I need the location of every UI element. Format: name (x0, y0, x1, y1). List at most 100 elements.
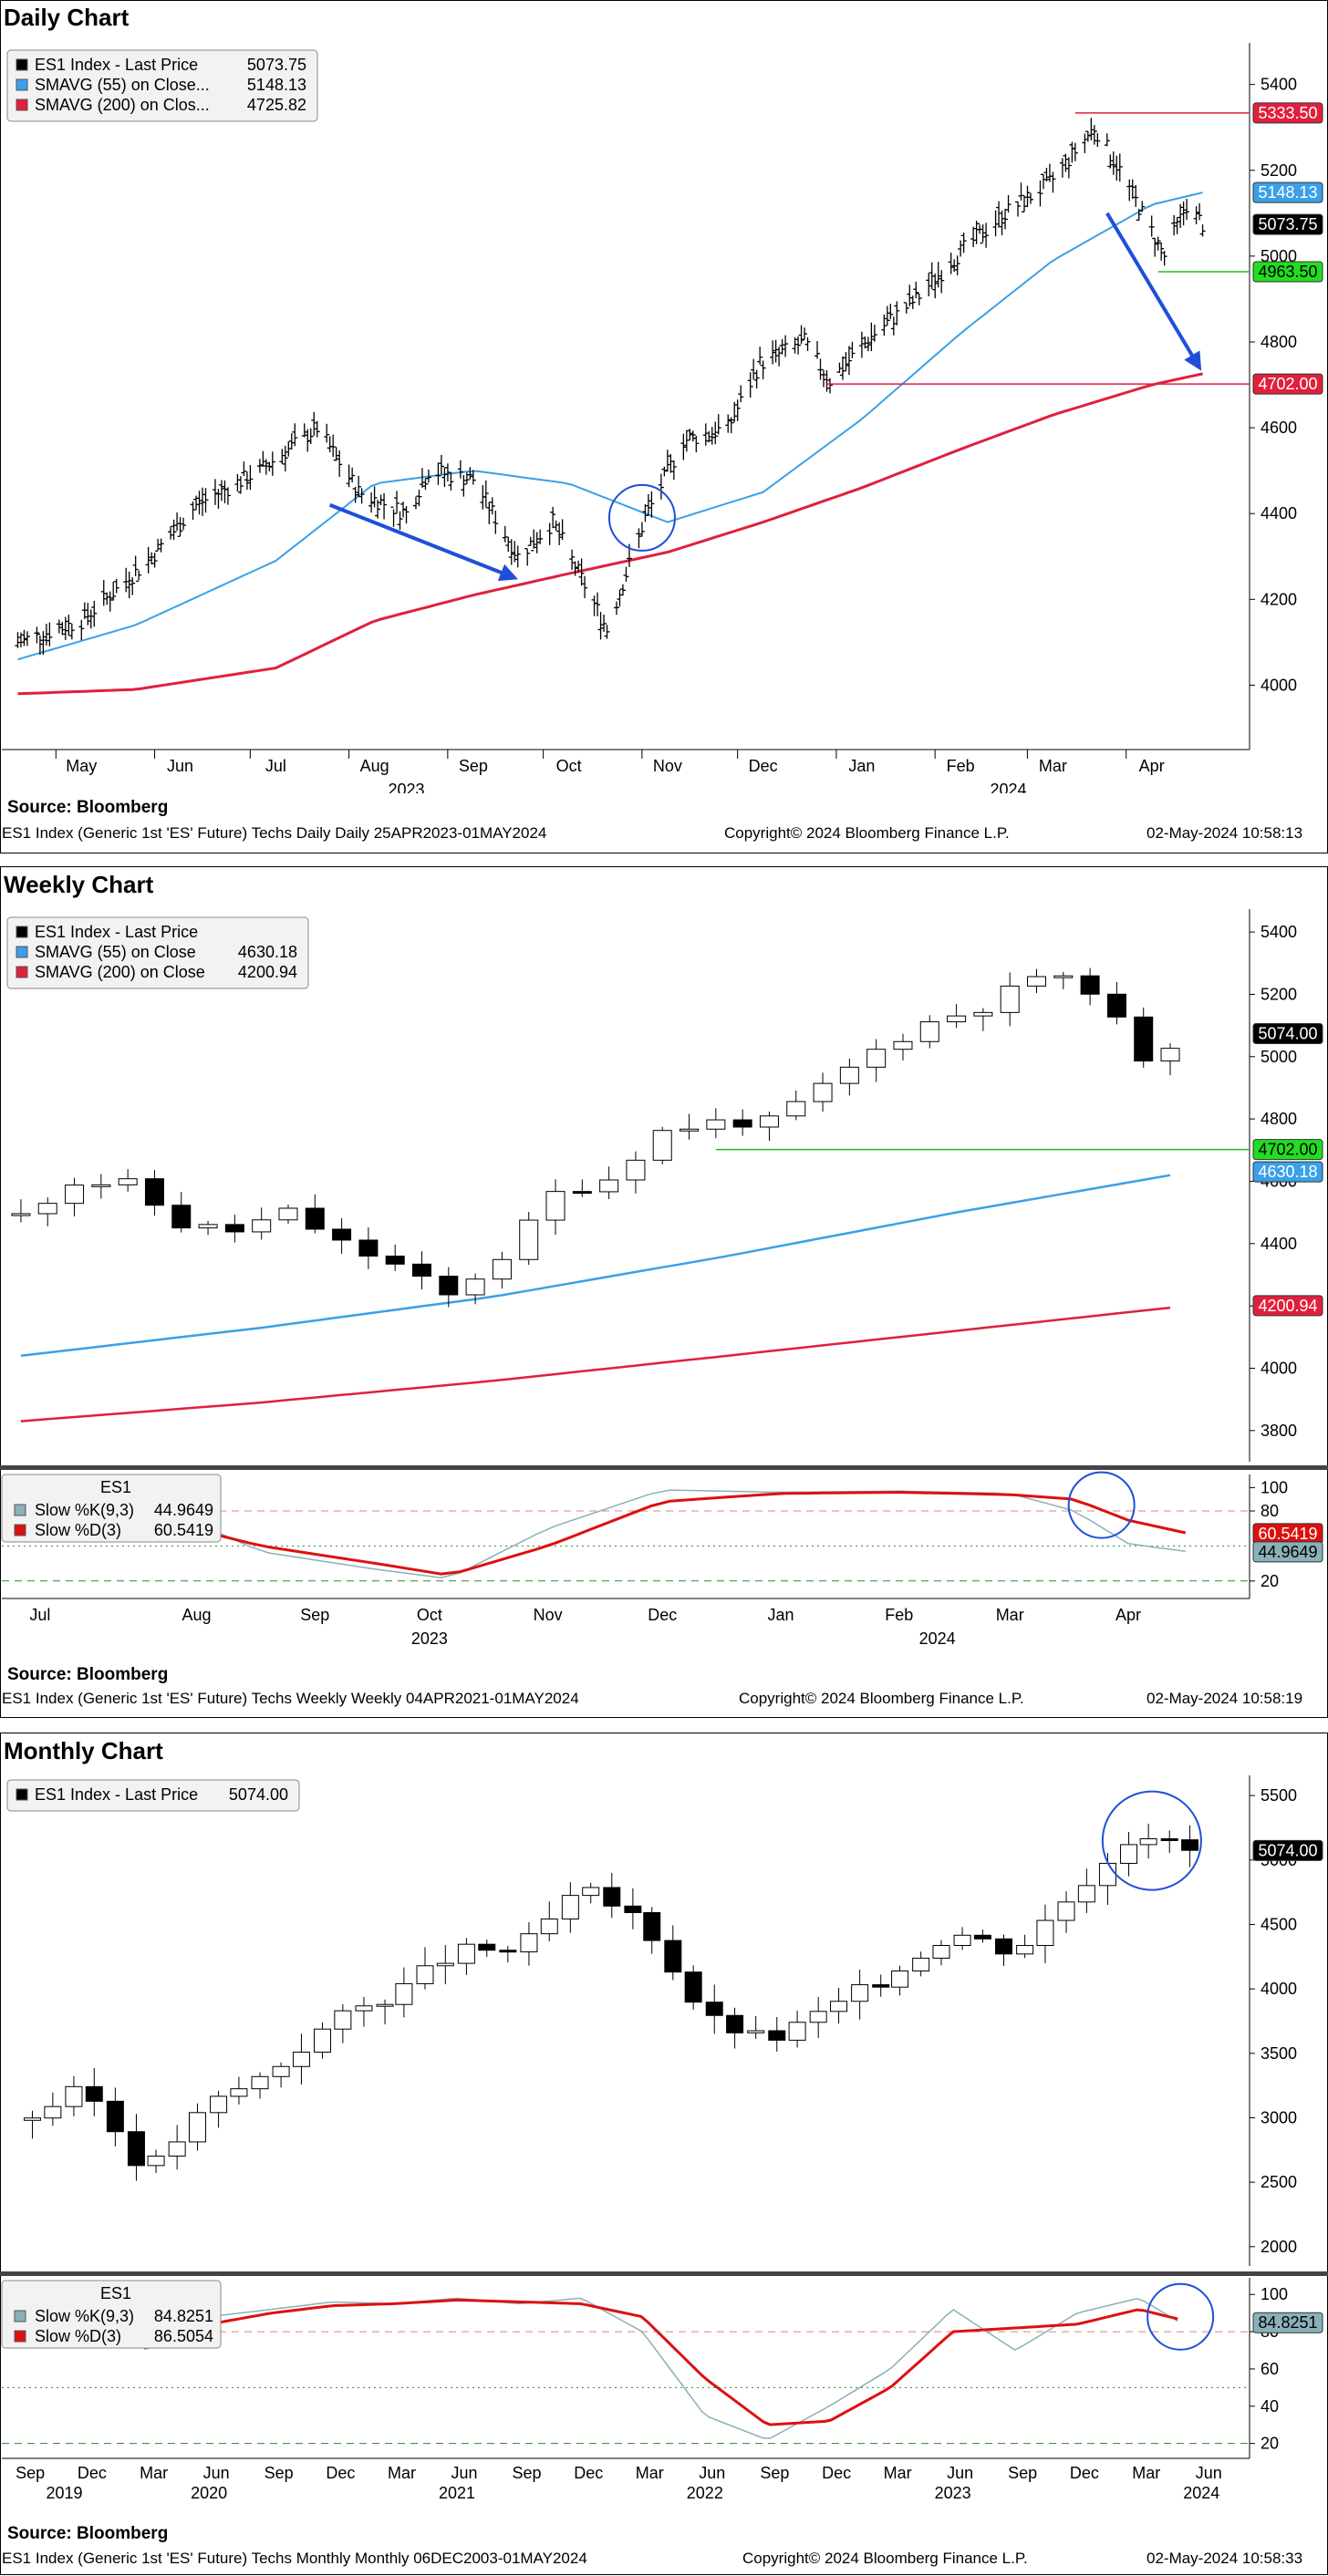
candle-body (1120, 1844, 1138, 1864)
y-tick-label: 5000 (1261, 1048, 1297, 1066)
source-label: Source: (7, 1665, 72, 1684)
legend-value: 86.5054 (154, 2327, 213, 2345)
x-month-label: Feb (885, 1606, 913, 1624)
candle-body (358, 1239, 379, 1257)
candle-body (788, 2022, 806, 2041)
footer-timestamp: 02-May-2024 10:58:13 (1146, 824, 1303, 842)
candle-body (1077, 1885, 1095, 1903)
x-month-label: Jan (848, 757, 875, 775)
x-month-label: Sep (459, 757, 488, 775)
annotation-arrow (328, 502, 518, 582)
x-month-label: Jun (203, 2464, 230, 2482)
candle-body (478, 1943, 496, 1951)
x-month-label: Sep (1008, 2464, 1037, 2482)
price-tag-label: 5073.75 (1258, 215, 1317, 233)
legend-label: ES1 Index - Last Price (35, 1785, 198, 1804)
price-tag (1252, 373, 1323, 395)
x-month-label: Jul (29, 1606, 50, 1624)
monthly-footer: ES1 Index (Generic 1st 'ES' Future) Tech… (2, 2550, 1324, 2568)
source-label: Source: (7, 798, 72, 817)
candle-body (768, 2030, 786, 2041)
candle-body (1000, 985, 1020, 1013)
candle-body (118, 1178, 138, 1185)
candle-body (872, 1984, 890, 1988)
candle-body (519, 1219, 539, 1260)
x-month-label: Sep (265, 2464, 294, 2482)
y-tick-label: 3800 (1261, 1422, 1297, 1440)
y-tick-label: 60 (1261, 2360, 1279, 2378)
candle-body (919, 1021, 939, 1042)
candle-body (1134, 1016, 1154, 1062)
annotation-circle (1146, 2282, 1215, 2351)
candle-body (726, 2014, 744, 2033)
candle-body (932, 1945, 950, 1959)
candle-body (188, 2112, 206, 2143)
y-tick-label: 5400 (1261, 76, 1297, 94)
candle-body (492, 1258, 512, 1280)
y-tick-label: 4400 (1261, 504, 1297, 522)
x-month-label: Nov (653, 757, 682, 775)
candle-body (520, 1933, 538, 1953)
legend-label: SMAVG (200) on Close (35, 963, 205, 981)
candle-body (624, 1905, 642, 1913)
weekly-title: Weekly Chart (4, 871, 154, 898)
x-month-label: Aug (182, 1606, 211, 1624)
x-year-label: 2021 (439, 2484, 475, 2502)
annotation-circle (1067, 1471, 1136, 1539)
y-tick-label: 20 (1261, 2435, 1279, 2453)
candle-body (540, 1918, 558, 1935)
candle-body (85, 2085, 103, 2102)
candle-body (706, 1119, 726, 1130)
monthly-source: Source: Bloomberg (7, 2524, 168, 2544)
y-tick-label: 4500 (1261, 1915, 1297, 1933)
y-tick-label: 4600 (1261, 419, 1297, 437)
legend-swatch (16, 98, 28, 111)
y-tick-label: 20 (1261, 1572, 1279, 1590)
legend-box (6, 916, 309, 989)
candle-body (759, 1115, 779, 1128)
candle-body (252, 1219, 272, 1233)
sma200-line (20, 1306, 1171, 1422)
y-tick-label: 5200 (1261, 161, 1297, 180)
x-month-label: Dec (1070, 2464, 1099, 2482)
weekly-source: Source: Bloomberg (7, 1665, 168, 1685)
price-tag-label: 60.5419 (1258, 1525, 1317, 1543)
candle-body (376, 2003, 394, 2007)
x-month-label: Sep (512, 2464, 541, 2482)
candle-body (499, 1950, 517, 1953)
stoch-legend-title: ES1 (100, 1478, 131, 1496)
candle-body (1160, 1048, 1180, 1062)
candle-body (813, 1082, 833, 1102)
y-tick-label: 4800 (1261, 333, 1297, 351)
y-tick-label: 4000 (1261, 676, 1297, 694)
price-tag (1252, 1161, 1323, 1183)
x-month-label: Nov (534, 1606, 563, 1624)
candle-body (747, 2030, 765, 2033)
weekly-footer: ES1 Index (Generic 1st 'ES' Future) Tech… (2, 1690, 1324, 1708)
x-month-label: Dec (574, 2464, 603, 2482)
y-tick-label: 3500 (1261, 2044, 1297, 2063)
price-tag (1252, 213, 1323, 235)
legend-swatch (14, 2310, 26, 2323)
footer-copyright: Copyright© 2024 Bloomberg Finance L.P. (724, 824, 1010, 842)
legend-label: Slow %D(3) (35, 2327, 121, 2345)
x-year-label: 2023 (935, 2484, 971, 2502)
price-tag-label: 4963.50 (1258, 263, 1317, 281)
y-tick-label: 100 (1261, 2285, 1288, 2303)
monthly-title: Monthly Chart (4, 1737, 163, 1764)
candle-body (230, 2088, 248, 2097)
stoch-legend-box (1, 2280, 222, 2349)
price-tag-label: 4200.94 (1258, 1297, 1317, 1315)
price-tag (1252, 1022, 1323, 1044)
price-tag (1252, 1541, 1323, 1563)
candle-body (355, 2005, 373, 2012)
price-tag-label: 84.8251 (1258, 2313, 1317, 2332)
price-tag (1252, 261, 1323, 283)
x-month-label: Jul (265, 757, 286, 775)
legend-value: 5148.13 (247, 76, 306, 94)
candle-body (866, 1049, 887, 1068)
candle-body (732, 1119, 752, 1128)
candle-body (786, 1101, 806, 1117)
candle-body (1053, 975, 1074, 978)
candle-body (147, 2155, 165, 2167)
